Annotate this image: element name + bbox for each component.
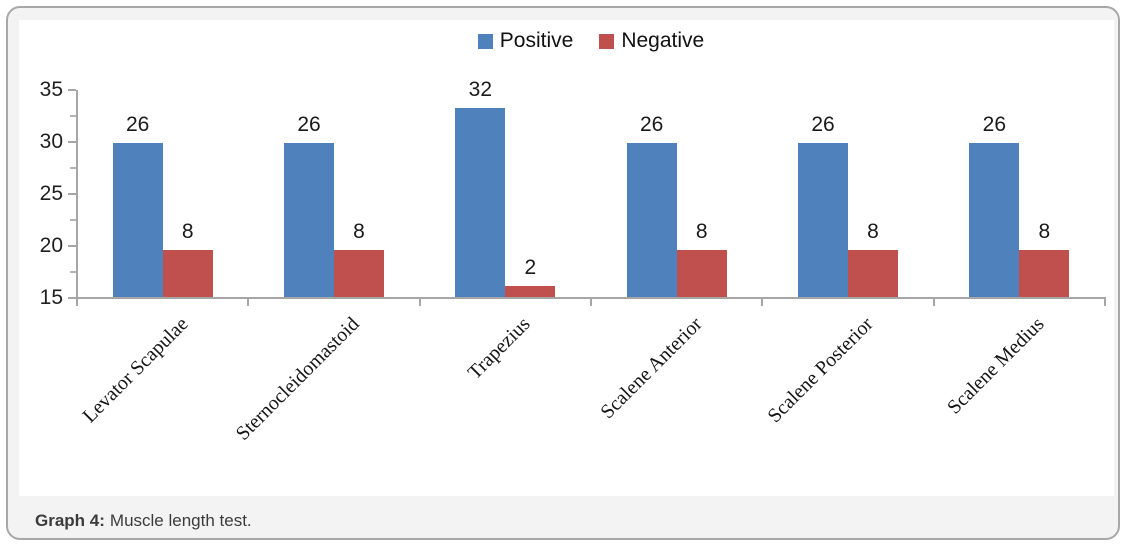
x-axis-line: [76, 297, 1106, 299]
bar-positive-3: [455, 107, 506, 297]
bar-positive-4: [626, 143, 677, 297]
figure-card: Graph 4: Muscle length test.: [6, 6, 1120, 540]
y-axis-minor-tick: [70, 219, 76, 221]
chart-legend: Positive Negative: [77, 28, 1105, 54]
y-axis-tick: [68, 297, 76, 299]
bar-positive-2: [284, 143, 334, 297]
bar-value-label: 26: [639, 113, 664, 137]
bar-negative-1: [162, 250, 213, 297]
bar-value-label: 26: [811, 113, 835, 137]
x-axis-category-label: Levator Scapulae: [78, 313, 193, 428]
y-axis-tick: [68, 193, 76, 195]
y-axis-minor-tick: [70, 271, 76, 273]
legend-item-positive: Positive: [477, 29, 574, 53]
y-axis-tick-label: 25: [39, 182, 63, 205]
bar-value-label: 8: [867, 220, 879, 244]
y-axis-tick-label: 30: [39, 130, 63, 153]
x-axis-category-label: Sternocleidomastoid: [231, 313, 364, 445]
y-axis-minor-tick: [70, 167, 76, 169]
bar-negative-2: [334, 250, 384, 297]
caption-label: Graph 4:: [35, 511, 105, 530]
y-axis-tick: [68, 89, 76, 91]
y-axis-tick: [68, 245, 76, 247]
y-axis-tick-label: 35: [39, 78, 63, 101]
x-axis-tick: [418, 299, 421, 306]
bar-value-label: 26: [982, 113, 1006, 137]
x-axis-tick: [1104, 299, 1106, 306]
x-axis-category-label: Scalene Medius: [943, 313, 1049, 419]
legend-label: Positive: [499, 29, 574, 52]
bar-value-label: 2: [524, 256, 537, 280]
y-axis-minor-tick: [70, 115, 76, 117]
y-axis-line: [76, 90, 78, 300]
figure-caption: Graph 4: Muscle length test.: [35, 511, 252, 531]
y-axis-tick-label: 20: [39, 234, 63, 257]
x-axis-category-label: Scalene Anterior: [596, 313, 707, 424]
y-axis-tick: [68, 141, 76, 143]
x-axis-tick: [247, 299, 250, 306]
legend-swatch-negative: [599, 33, 615, 49]
bar-positive-5: [798, 143, 848, 297]
y-axis-tick-label: 15: [39, 286, 63, 309]
caption-text: Muscle length test.: [109, 511, 252, 530]
x-axis-tick: [932, 299, 935, 306]
bar-negative-5: [848, 250, 898, 297]
x-axis-category-label: Scalene Posterior: [763, 313, 878, 428]
bar-value-label: 8: [1038, 220, 1051, 244]
bar-value-label: 32: [468, 77, 492, 101]
bar-value-label: 8: [695, 220, 708, 244]
x-axis-tick: [590, 299, 592, 306]
x-axis-tick: [76, 299, 78, 306]
legend-swatch-positive: [477, 33, 493, 49]
legend-item-negative: Negative: [599, 29, 704, 53]
bar-negative-3: [505, 286, 556, 297]
bar-positive-1: [112, 143, 163, 297]
x-axis-tick: [761, 299, 764, 306]
bar-positive-6: [969, 143, 1020, 297]
bar-value-label: 26: [125, 113, 150, 137]
bar-value-label: 8: [181, 220, 194, 244]
legend-label: Negative: [621, 29, 705, 52]
bar-value-label: 26: [297, 113, 321, 137]
bar-negative-6: [1019, 250, 1070, 297]
bar-value-label: 8: [353, 220, 365, 244]
x-axis-category-label: Trapezius: [464, 313, 535, 384]
bar-negative-4: [676, 250, 727, 297]
